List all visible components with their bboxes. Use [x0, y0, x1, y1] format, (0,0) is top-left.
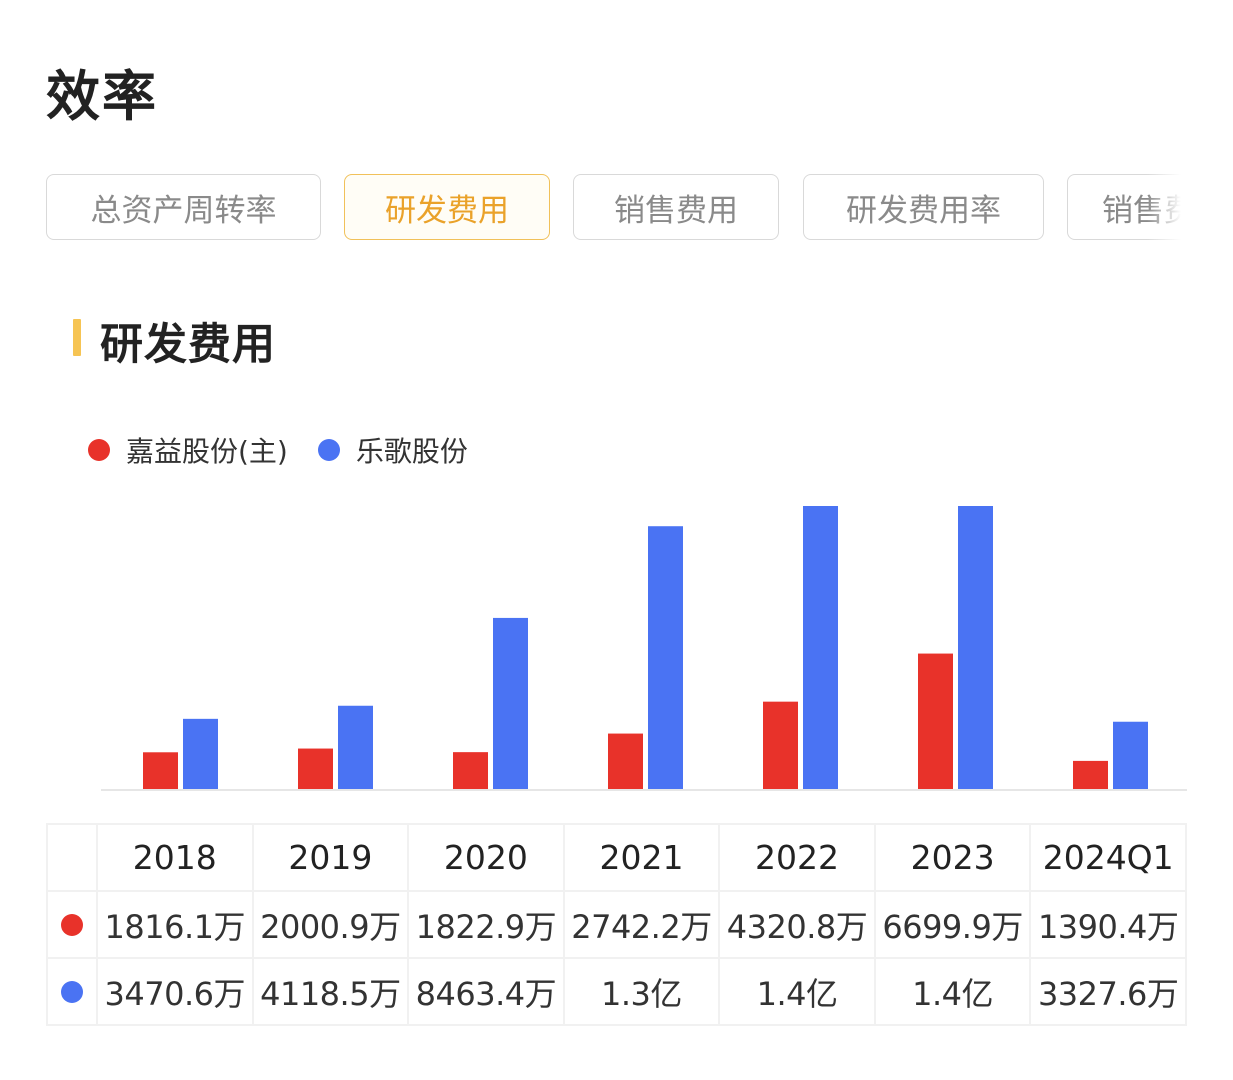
table-cell: 1390.4万	[1029, 890, 1187, 959]
legend-label-series-2: 乐歌股份	[355, 435, 468, 468]
table-cell: 1816.1万	[96, 890, 254, 959]
table-header-cell: 2022	[718, 823, 876, 892]
section-accent-bar	[73, 319, 81, 356]
bar-2018-series-2[interactable]	[183, 718, 218, 789]
bar-2022-series-2[interactable]	[803, 506, 838, 789]
bar-2023-series-2[interactable]	[958, 506, 993, 789]
bar-2021-series-2[interactable]	[648, 526, 683, 789]
table-cell: 3470.6万	[96, 957, 254, 1026]
section-title: 研发费用	[100, 320, 276, 370]
bar-2020-series-1[interactable]	[453, 752, 488, 789]
table-cell: 1.3亿	[562, 957, 721, 1026]
table-cell: 6699.9万	[873, 890, 1032, 959]
table-header-cell: 2024Q1	[1029, 823, 1187, 892]
bar-2020-series-2[interactable]	[493, 617, 528, 789]
table-cell: 1.4亿	[718, 957, 876, 1026]
legend-label-series-1: 嘉益股份(主)	[126, 435, 288, 468]
metric-tabs: 总资产周转率 研发费用 销售费用 研发费用率 销售费用率	[46, 174, 1187, 244]
table-cell: 4118.5万	[251, 957, 410, 1026]
tab-rd-expense[interactable]: 研发费用	[344, 174, 550, 240]
table-cell: 1.4亿	[873, 957, 1032, 1026]
table-cell: 2742.2万	[562, 890, 721, 959]
table-row-marker	[46, 957, 98, 1026]
table-header-cell: 2021	[562, 823, 721, 892]
table-cell: 3327.6万	[1029, 957, 1187, 1026]
table-header-cell: 2023	[873, 823, 1032, 892]
bar-2024Q1-series-2[interactable]	[1113, 721, 1148, 789]
data-table: 2018 2019 2020 2021 2022 2023 2024Q1 181…	[46, 823, 1187, 1026]
bar-2019-series-2[interactable]	[338, 705, 373, 789]
legend-dot-series-2	[317, 439, 340, 461]
bar-2018-series-1[interactable]	[143, 752, 178, 789]
tab-total-asset-turnover[interactable]: 总资产周转率	[46, 174, 321, 240]
table-header-cell: 2018	[96, 823, 254, 892]
table-corner-cell	[46, 823, 98, 892]
table-cell: 4320.8万	[718, 890, 876, 959]
table-row: 3470.6万 4118.5万 8463.4万 1.3亿 1.4亿 1.4亿 3…	[46, 957, 1187, 1026]
row-dot-series-2	[61, 980, 83, 1003]
table-header-cell: 2020	[407, 823, 565, 892]
tab-rd-expense-ratio[interactable]: 研发费用率	[803, 174, 1044, 240]
table-cell: 1822.9万	[407, 890, 565, 959]
bar-2019-series-1[interactable]	[298, 748, 333, 789]
table-row: 1816.1万 2000.9万 1822.9万 2742.2万 4320.8万 …	[46, 890, 1187, 959]
bar-2021-series-1[interactable]	[608, 733, 643, 789]
legend-item-series-1[interactable]: 嘉益股份(主)	[88, 430, 288, 470]
table-header-cell: 2019	[251, 823, 410, 892]
table-header-row: 2018 2019 2020 2021 2022 2023 2024Q1	[46, 823, 1187, 892]
bar-2023-series-1[interactable]	[918, 653, 953, 789]
page-title: 效率	[46, 65, 158, 128]
legend-dot-series-1	[88, 439, 110, 461]
bar-2024Q1-series-1[interactable]	[1073, 760, 1108, 789]
bar-chart	[101, 506, 1187, 791]
tabs-scroll-fade	[1147, 174, 1187, 244]
table-row-marker	[46, 890, 98, 959]
table-cell: 8463.4万	[407, 957, 565, 1026]
tab-sales-expense[interactable]: 销售费用	[573, 174, 779, 240]
bar-2022-series-1[interactable]	[763, 701, 798, 789]
chart-legend: 嘉益股份(主) 乐歌股份	[88, 430, 498, 470]
legend-item-series-2[interactable]: 乐歌股份	[317, 430, 468, 470]
row-dot-series-1	[61, 913, 83, 936]
table-cell: 2000.9万	[251, 890, 410, 959]
